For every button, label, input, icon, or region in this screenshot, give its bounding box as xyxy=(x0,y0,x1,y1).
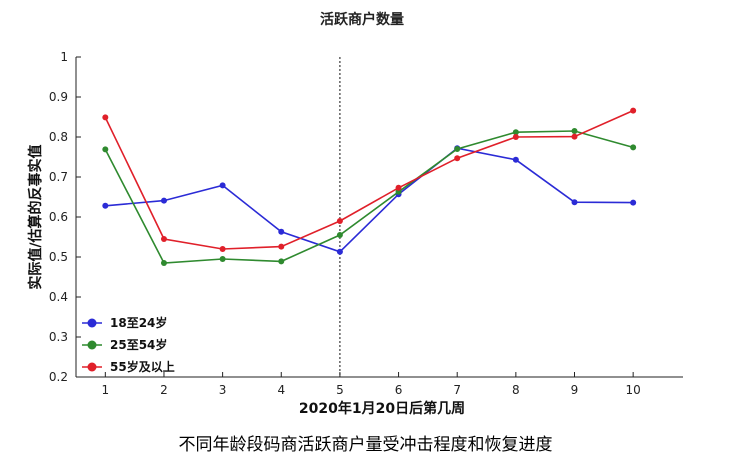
x-tick-label: 2 xyxy=(160,383,168,397)
x-tick-label: 10 xyxy=(626,383,641,397)
y-tick-label: 0.2 xyxy=(49,370,68,384)
x-tick-label: 8 xyxy=(512,383,520,397)
y-axis-label: 实际值/估算的反事实值 xyxy=(27,144,44,289)
data-point xyxy=(454,146,461,152)
legend: 18至24岁 25至54岁 55岁及以上 xyxy=(82,315,175,374)
chart-title: 活跃商户数量 xyxy=(320,11,404,28)
data-point xyxy=(630,107,637,114)
data-point xyxy=(336,232,343,238)
legend-swatch-marker xyxy=(87,318,97,328)
data-point xyxy=(102,114,109,121)
y-tick-label: 0.6 xyxy=(49,210,68,224)
data-point xyxy=(160,197,167,204)
legend-swatch-marker xyxy=(87,362,97,372)
data-point xyxy=(160,260,167,266)
series-line xyxy=(104,109,634,250)
legend-label: 18至24岁 xyxy=(110,315,167,330)
x-tick-label: 4 xyxy=(277,383,285,397)
series-1 xyxy=(102,145,637,255)
data-point xyxy=(278,228,285,235)
y-tick-label: 0.4 xyxy=(49,290,68,304)
data-point xyxy=(160,236,167,242)
axes: 0.2 0.3 0.4 0.5 0.6 0.7 0.8 0.9 1 1 2 3 4 5 6 7 8 9 10 xyxy=(49,50,683,397)
data-point xyxy=(219,246,226,252)
y-tick-label: 0.9 xyxy=(49,90,68,104)
data-point xyxy=(630,144,637,151)
data-point xyxy=(336,248,343,255)
data-point xyxy=(512,156,519,163)
legend-swatch-marker xyxy=(87,340,97,350)
data-point xyxy=(512,134,519,140)
data-point xyxy=(454,155,461,162)
data-point xyxy=(278,258,285,265)
series-line xyxy=(104,130,634,264)
data-point xyxy=(571,128,578,134)
x-tick-label: 5 xyxy=(336,383,344,397)
series-line xyxy=(105,147,634,253)
data-point xyxy=(219,256,226,262)
legend-item: 18至24岁 xyxy=(82,315,167,330)
y-tick-label: 0.5 xyxy=(49,250,68,264)
data-point xyxy=(278,243,285,250)
legend-item: 55岁及以上 xyxy=(82,359,175,374)
series-2 xyxy=(102,128,637,266)
x-tick-label: 3 xyxy=(219,383,227,397)
legend-item: 25至54岁 xyxy=(82,337,167,352)
y-tick-label: 1 xyxy=(60,50,68,64)
y-tick-label: 0.8 xyxy=(49,130,68,144)
data-point xyxy=(336,218,343,224)
legend-label: 55岁及以上 xyxy=(110,359,175,374)
legend-label: 25至54岁 xyxy=(110,337,167,352)
data-point xyxy=(219,182,226,189)
y-tick-label: 0.3 xyxy=(49,330,68,344)
x-tick-label: 7 xyxy=(453,383,461,397)
figure-caption: 不同年龄段码商活跃商户量受冲击程度和恢复进度 xyxy=(178,435,553,455)
series-3 xyxy=(102,107,637,252)
series-layer xyxy=(102,107,637,266)
data-point xyxy=(102,146,109,153)
data-point xyxy=(395,184,402,191)
x-tick-label: 6 xyxy=(395,383,403,397)
x-tick-label: 1 xyxy=(102,383,110,397)
y-tick-label: 0.7 xyxy=(49,170,68,184)
x-axis-label: 2020年1月20日后第几周 xyxy=(299,400,465,417)
data-point xyxy=(102,202,109,209)
data-point xyxy=(512,129,519,136)
data-point xyxy=(571,133,578,140)
line-chart: 活跃商户数量 0.2 0.3 0.4 0.5 0.6 0.7 0.8 0.9 1 1 2 3 4 5 6 7 8… xyxy=(27,11,683,417)
data-point xyxy=(571,199,578,206)
x-tick-label: 9 xyxy=(571,383,579,397)
data-point xyxy=(630,199,637,206)
